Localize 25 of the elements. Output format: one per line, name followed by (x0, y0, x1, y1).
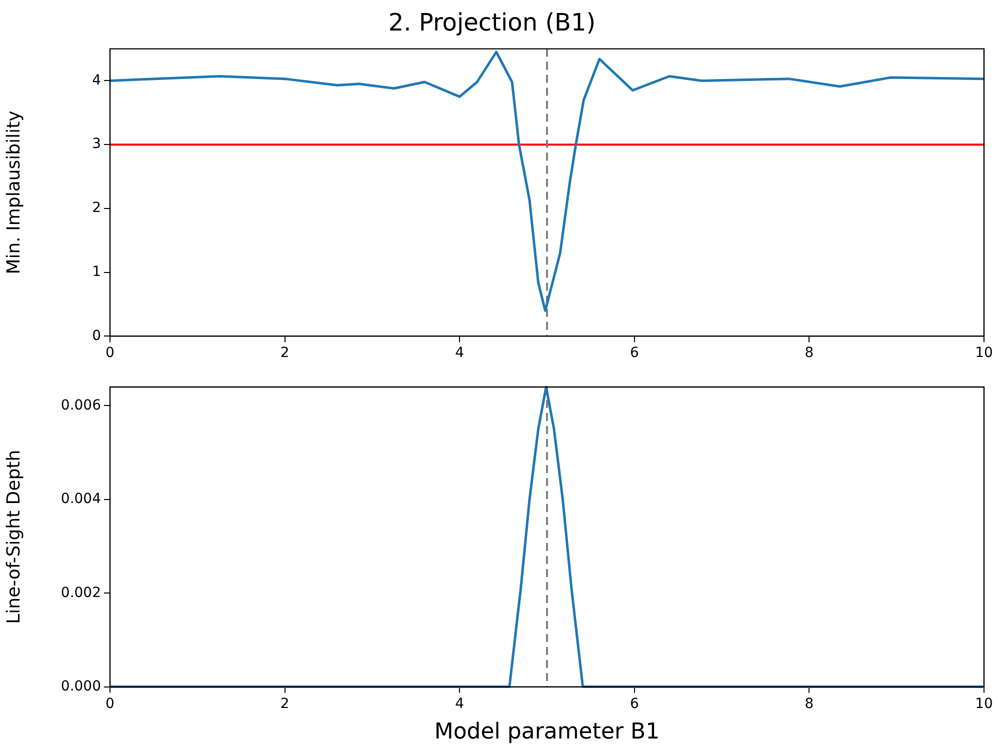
y-tick-label: 0.004 (60, 491, 102, 508)
y-tick-label: 4 (92, 72, 102, 88)
y-tick-label: 3 (92, 136, 101, 152)
x-tick-label: 0 (106, 345, 114, 362)
x-tick-label: 4 (455, 345, 464, 362)
chart-title: 2. Projection (B1) (388, 8, 596, 37)
y-tick-label: 1 (92, 264, 101, 280)
x-tick-label: 2 (280, 696, 290, 712)
x-tick-label: 0 (106, 696, 114, 712)
y-tick-label: 0.000 (60, 678, 101, 694)
y-tick-label: 2 (92, 200, 101, 216)
x-tick-label: 10 (975, 696, 993, 712)
x-tick-label: 6 (630, 345, 639, 362)
x-tick-label: 4 (455, 696, 464, 712)
x-tick-label: 10 (975, 345, 993, 362)
x-tick-label: 8 (804, 345, 814, 362)
y-tick-label: 0 (92, 328, 101, 344)
x-tick-label: 6 (630, 696, 639, 712)
x-tick-label: 2 (280, 345, 290, 362)
y-tick-label: 0.002 (60, 584, 101, 601)
x-tick-label: 8 (804, 696, 814, 712)
y-tick-label: 0.006 (60, 397, 102, 414)
y-axis-title: Min. Implausibility (3, 110, 24, 274)
x-axis-title: Model parameter B1 (434, 720, 660, 745)
y-axis-title: Line-of-Sight Depth (3, 450, 24, 624)
